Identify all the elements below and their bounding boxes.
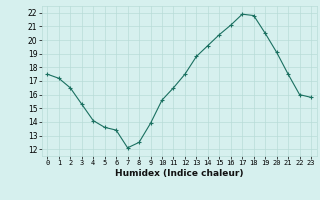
X-axis label: Humidex (Indice chaleur): Humidex (Indice chaleur) xyxy=(115,169,244,178)
